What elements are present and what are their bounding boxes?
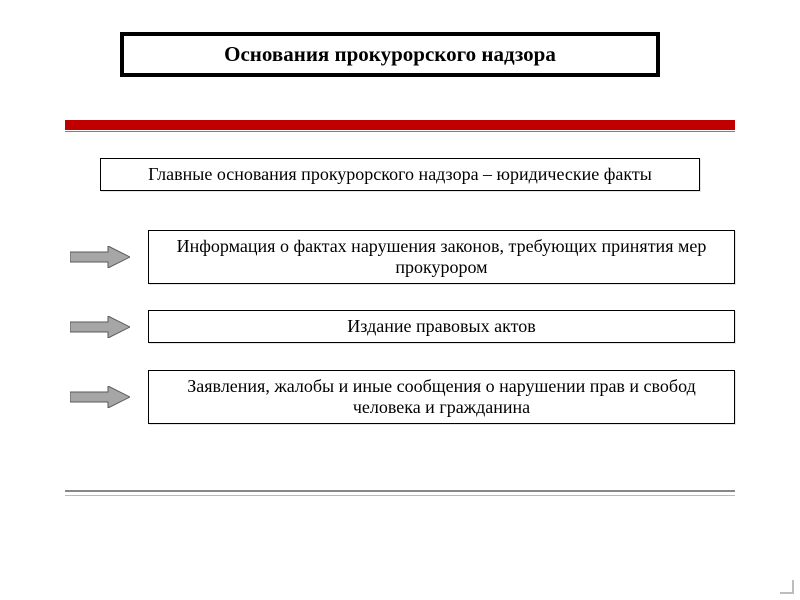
- item-box: Издание правовых актов: [148, 310, 735, 343]
- item-text: Издание правовых актов: [347, 316, 535, 337]
- arrow-right-icon: [70, 386, 130, 408]
- item-box: Заявления, жалобы и иные сообщения о нар…: [148, 370, 735, 424]
- subtitle-box: Главные основания прокурорского надзора …: [100, 158, 700, 191]
- item-box: Информация о фактах нарушения законов, т…: [148, 230, 735, 284]
- list-item: Заявления, жалобы и иные сообщения о нар…: [65, 370, 735, 424]
- page-title: Основания прокурорского надзора: [224, 42, 556, 66]
- arrow-right-icon: [70, 316, 130, 338]
- bottom-divider: [65, 490, 735, 496]
- item-text: Информация о фактах нарушения законов, т…: [159, 236, 724, 278]
- accent-underline: [65, 130, 735, 132]
- arrow-right-icon: [70, 246, 130, 268]
- item-text: Заявления, жалобы и иные сообщения о нар…: [159, 376, 724, 418]
- title-box: Основания прокурорского надзора: [120, 32, 660, 77]
- resize-corner-icon: [780, 580, 794, 594]
- list-item: Издание правовых актов: [65, 310, 735, 343]
- subtitle-text: Главные основания прокурорского надзора …: [148, 164, 652, 184]
- list-item: Информация о фактах нарушения законов, т…: [65, 230, 735, 284]
- accent-bar: [65, 120, 735, 130]
